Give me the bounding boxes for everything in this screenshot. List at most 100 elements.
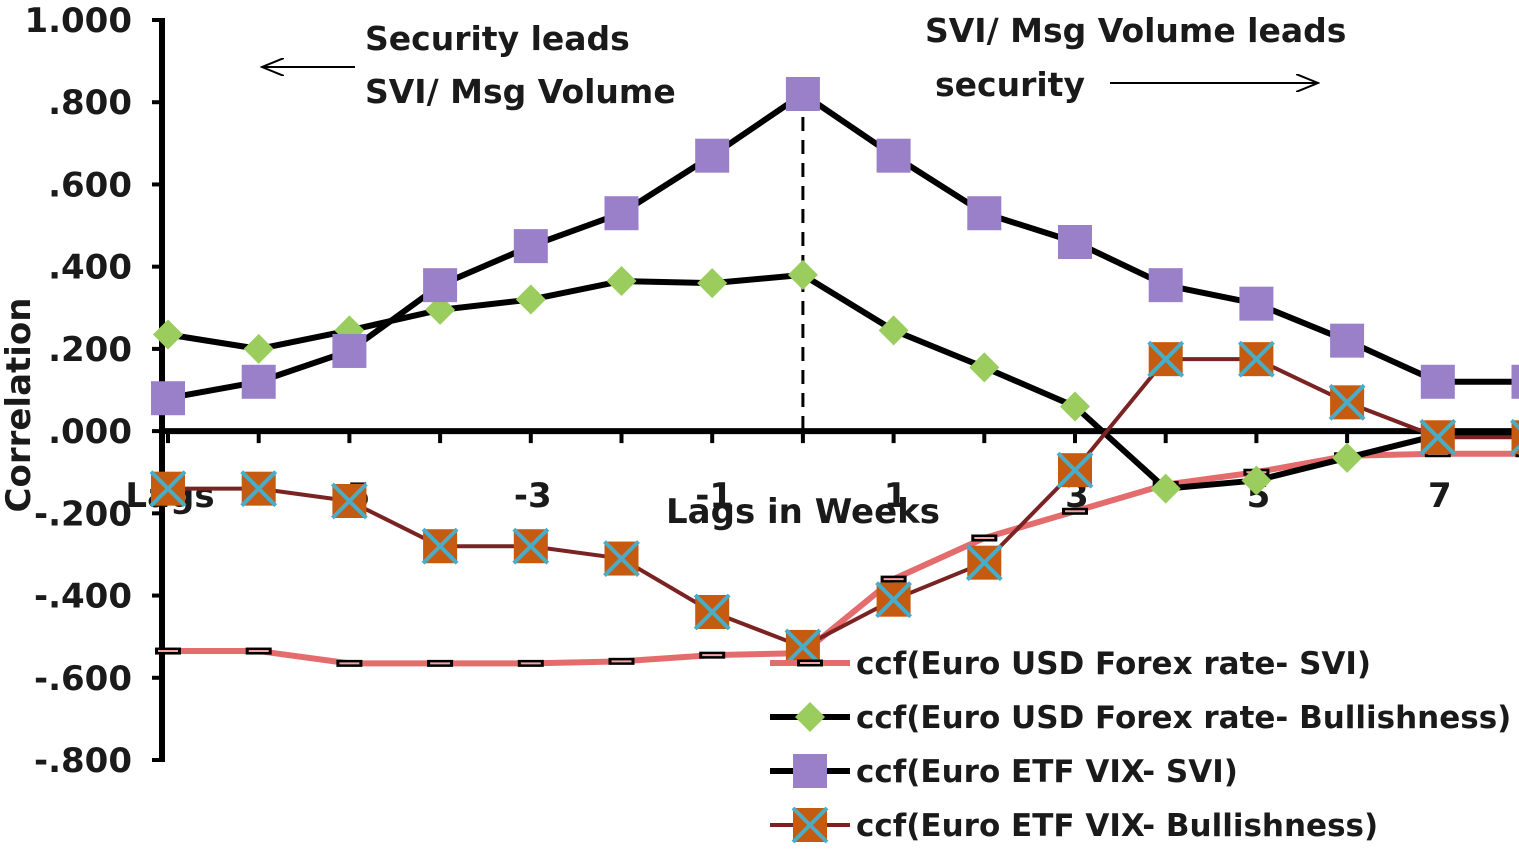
data-point — [875, 581, 913, 619]
marker-diamond — [697, 268, 728, 299]
marker-diamond — [787, 259, 818, 290]
x-tick-label: 1 — [884, 476, 908, 516]
data-point — [241, 364, 276, 399]
y-tick-label: .600 — [48, 165, 132, 205]
data-point — [421, 527, 459, 565]
data-point — [1056, 451, 1094, 489]
data-point — [1510, 418, 1519, 456]
marker-diamond — [1150, 473, 1181, 504]
data-point — [1328, 383, 1366, 421]
data-point — [606, 266, 637, 297]
y-tick-label: .800 — [48, 83, 132, 123]
data-point — [517, 659, 544, 667]
legend-label: ccf(Euro ETF VIX- Bullishness) — [856, 808, 1378, 844]
data-point — [1237, 340, 1275, 378]
data-point — [695, 138, 730, 173]
marker-x-stroke — [1237, 340, 1275, 378]
x-tick-label: -3 — [514, 476, 552, 516]
data-point — [512, 527, 550, 565]
marker-diamond — [425, 294, 456, 325]
marker-square — [423, 268, 458, 303]
marker-square — [332, 333, 367, 368]
data-point — [151, 381, 185, 416]
legend-item-2: ccf(Euro USD Forex rate- Bullishness) — [770, 700, 1511, 736]
marker-x-stroke — [1147, 340, 1185, 378]
data-point — [608, 657, 635, 665]
y-axis: -.800 -.600 -.400 -.200 .000 .200 .400 .600 .800… — [24, 1, 165, 781]
marker-diamond — [1060, 391, 1090, 422]
marker-square — [1148, 268, 1183, 303]
marker-x-stroke — [784, 628, 822, 666]
marker-x-stroke — [965, 544, 1003, 582]
marker-square — [695, 138, 730, 173]
marker-x-stroke — [421, 527, 459, 565]
data-point — [427, 659, 454, 667]
marker-diamond — [606, 266, 637, 297]
marker-x-stroke — [791, 806, 829, 844]
marker-x-stroke — [1510, 443, 1519, 456]
data-point — [969, 352, 1000, 383]
marker-square — [1330, 323, 1365, 358]
y-tick-label: -.800 — [34, 741, 132, 781]
data-point — [1148, 268, 1183, 303]
legend-label: ccf(Euro USD Forex rate- Bullishness) — [856, 700, 1511, 736]
annotation-left-line-2: SVI/ Msg Volume — [365, 72, 676, 111]
marker-square — [876, 138, 911, 173]
data-point — [1330, 323, 1365, 358]
series-line — [167, 271, 1519, 492]
data-point — [153, 319, 183, 350]
x-tick-label: 7 — [1428, 476, 1452, 516]
data-point — [1150, 473, 1181, 504]
y-tick-label: -.600 — [34, 659, 132, 699]
annotation-svi-leads: SVI/ Msg Volume leads security — [925, 11, 1346, 104]
marker-x-stroke — [512, 527, 550, 565]
legend-item-1: ccf(Euro USD Forex rate- SVI) — [770, 646, 1371, 682]
data-point — [240, 470, 278, 508]
y-tick-label: .000 — [48, 412, 132, 452]
annotation-left-line-1: Security leads — [365, 19, 630, 58]
y-tick-label: .400 — [48, 248, 132, 288]
series-2 — [153, 259, 1519, 504]
data-point — [604, 196, 639, 231]
marker-x-stroke — [330, 482, 368, 520]
data-point — [1420, 364, 1455, 399]
data-point — [515, 284, 546, 315]
annotation-right-line-1: SVI/ Msg Volume leads — [925, 11, 1346, 50]
marker-square — [967, 196, 1002, 231]
legend-item-4: ccf(Euro ETF VIX- Bullishness) — [770, 806, 1378, 844]
marker-square — [151, 381, 185, 416]
y-tick-label: 1.000 — [24, 1, 132, 41]
marker-diamond — [153, 319, 183, 350]
data-point — [1058, 225, 1092, 259]
marker-x-stroke — [1510, 418, 1519, 431]
data-point — [965, 544, 1003, 582]
data-point — [243, 333, 274, 364]
data-point — [1060, 391, 1090, 422]
legend-label: ccf(Euro USD Forex rate- SVI) — [856, 646, 1371, 682]
series-3 — [151, 77, 1519, 416]
marker-diamond — [1332, 442, 1363, 473]
marker-square — [1058, 225, 1092, 259]
marker-diamond — [243, 333, 274, 364]
data-point — [425, 294, 456, 325]
series-line — [167, 91, 1519, 402]
data-point — [330, 482, 368, 520]
data-point — [1239, 286, 1274, 321]
data-point — [423, 268, 458, 303]
y-axis-title: Correlation — [0, 298, 39, 513]
marker-x-stroke — [693, 593, 731, 631]
marker-diamond — [878, 315, 909, 346]
y-tick-label: .200 — [48, 330, 132, 370]
marker-x-stroke — [875, 581, 913, 619]
x-tick-label: -1 — [695, 476, 733, 516]
x-axis-title: Lags in Weeks — [666, 492, 940, 532]
marker-x-stroke — [603, 540, 640, 577]
marker-square — [241, 364, 276, 399]
marker-diamond — [515, 284, 546, 315]
data-point — [603, 540, 640, 577]
data-point — [785, 77, 820, 111]
data-point — [693, 593, 731, 631]
marker-diamond — [795, 702, 825, 732]
